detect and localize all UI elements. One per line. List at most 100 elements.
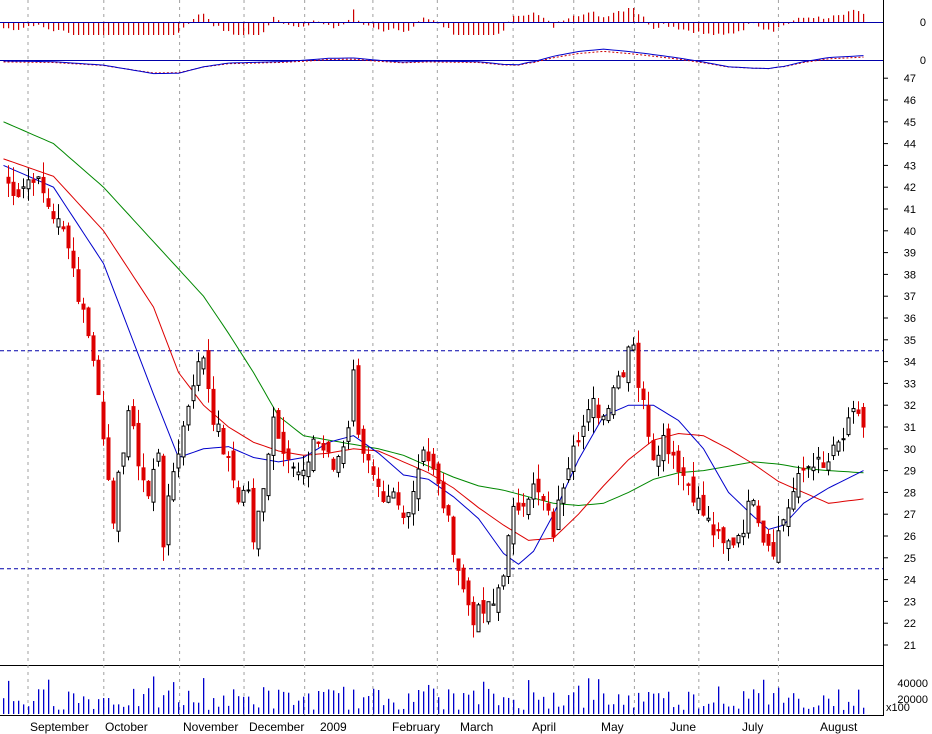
- volume-bar-105: [528, 680, 530, 714]
- osc1-bar-134: [673, 23, 675, 27]
- candle-body-34: [171, 471, 176, 501]
- volume-bar-81: [408, 693, 410, 714]
- candle-body-32: [161, 455, 166, 548]
- volume-bar-137: [688, 691, 690, 714]
- candle-body-1: [6, 176, 11, 184]
- volume-bar-77: [388, 698, 390, 714]
- volume-bar-94: [473, 690, 475, 714]
- price-label-14: 35: [904, 335, 916, 347]
- candle-body-96: [481, 600, 486, 614]
- candle-body-52: [261, 488, 266, 513]
- volume-bar-97: [488, 688, 490, 714]
- osc1-bar-114: [573, 15, 575, 22]
- volume-bar-164: [823, 695, 825, 714]
- candle-body-47: [236, 487, 241, 503]
- candle-body-135: [676, 450, 681, 473]
- candle-body-48: [241, 489, 246, 503]
- osc1-bar-126: [633, 8, 635, 22]
- volume-bar-15: [78, 703, 80, 714]
- osc1-bar-40: [203, 13, 205, 22]
- candle-body-153: [766, 533, 771, 546]
- volume-bar-121: [608, 704, 610, 714]
- candle-body-15: [76, 269, 81, 302]
- osc1-bar-152: [763, 23, 765, 30]
- candle-body-154: [771, 542, 776, 557]
- candle-body-161: [806, 466, 811, 469]
- osc1-bar-122: [613, 12, 615, 22]
- osc1-bar-6: [33, 23, 35, 27]
- osc1-bar-142: [713, 23, 715, 35]
- candle-body-160: [801, 467, 806, 471]
- osc1-bar-4: [23, 23, 25, 28]
- candle-body-55: [276, 410, 281, 439]
- candle-body-4: [21, 186, 26, 189]
- osc1-bar-96: [483, 23, 485, 35]
- osc1-bar-90: [453, 23, 455, 35]
- osc1-bar-30: [153, 23, 155, 35]
- candle-body-103: [516, 502, 521, 511]
- candle-body-20: [101, 401, 106, 440]
- osc1-bar-65: [328, 23, 330, 25]
- price-label-19: 40: [904, 226, 916, 238]
- volume-bar-1: [8, 680, 10, 714]
- osc1-bar-169: [848, 11, 850, 22]
- volume-bar-21: [108, 698, 110, 714]
- month-label-6: March: [460, 720, 493, 734]
- volume-bar-142: [713, 702, 715, 714]
- osc1-bar-31: [158, 23, 160, 35]
- candle-body-80: [401, 512, 406, 518]
- volume-bar-82: [413, 701, 415, 714]
- volume-bar-61: [308, 693, 310, 714]
- volume-bar-65: [328, 689, 330, 714]
- osc1-bar-112: [563, 20, 565, 22]
- candle-body-104: [521, 502, 526, 507]
- candle-body-97: [486, 601, 491, 623]
- osc1-bar-5: [28, 23, 30, 27]
- volume-bar-104: [523, 709, 525, 714]
- volume-bar-159: [798, 698, 800, 714]
- osc1-bar-43: [218, 23, 220, 26]
- volume-label-0: 40000: [897, 678, 928, 690]
- candle-body-122: [611, 387, 616, 416]
- volume-bar-51: [258, 707, 260, 714]
- volume-bar-93: [468, 694, 470, 714]
- candle-body-24: [121, 452, 126, 467]
- candle-body-159: [796, 473, 801, 498]
- volume-bar-156: [783, 702, 785, 714]
- month-axis: September October November December 2009 Febr…: [30, 720, 858, 734]
- osc1-bar-146: [733, 23, 735, 34]
- osc1-bar-156: [783, 23, 785, 26]
- candle-body-41: [206, 350, 211, 390]
- osc1-bar-78: [393, 23, 395, 29]
- osc1-bar-13: [68, 23, 70, 33]
- osc1-bar-171: [858, 11, 860, 22]
- volume-bar-86: [433, 688, 435, 714]
- volume-bar-34: [173, 682, 175, 714]
- osc1-bar-162: [813, 18, 815, 22]
- month-label-0: September: [30, 720, 89, 734]
- osc1-bar-50: [253, 23, 255, 35]
- volume-bar-124: [623, 704, 625, 714]
- volume-bar-3: [18, 700, 20, 714]
- price-label-25: 46: [904, 95, 916, 107]
- volume-bar-100: [503, 697, 505, 714]
- candle-body-98: [491, 603, 496, 606]
- osc1-bar-140: [703, 23, 705, 34]
- candle-body-115: [576, 440, 581, 443]
- candle-body-123: [616, 375, 621, 389]
- osc1-bar-151: [758, 23, 760, 27]
- candle-body-59: [296, 471, 301, 476]
- candle-body-76: [381, 491, 386, 502]
- volume-bar-112: [563, 705, 565, 714]
- candle-body-158: [791, 491, 796, 510]
- volume-bar-126: [633, 707, 635, 714]
- candle-body-28: [141, 467, 146, 481]
- candle-body-113: [566, 468, 571, 481]
- volume-bar-16: [83, 696, 85, 714]
- candle-body-138: [691, 476, 696, 503]
- price-label-17: 38: [904, 269, 916, 281]
- osc1-bar-33: [168, 23, 170, 35]
- candle-body-136: [681, 467, 686, 476]
- osc1-bar-32: [163, 23, 165, 35]
- volume-bar-110: [553, 692, 555, 714]
